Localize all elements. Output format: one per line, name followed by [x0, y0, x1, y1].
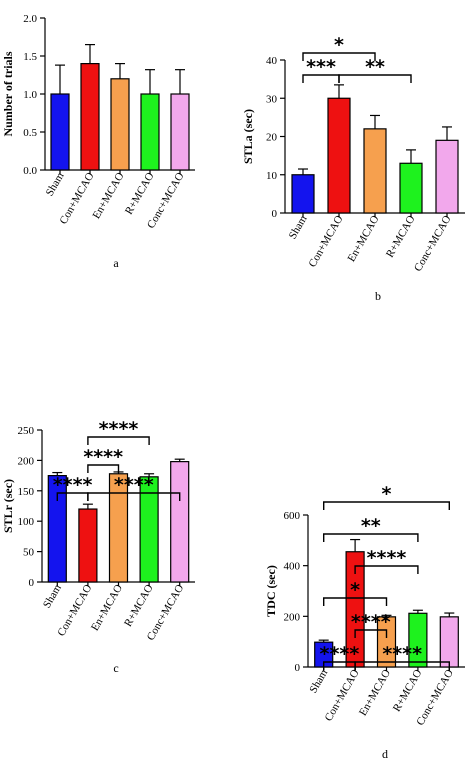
bar	[78, 508, 98, 583]
y-axis-title: Number of trials	[1, 51, 15, 136]
y-tick-label: 150	[18, 486, 35, 498]
bar	[291, 174, 315, 214]
category-label: En+MCAO	[345, 213, 381, 264]
category-label: R+MCAO	[391, 667, 425, 713]
bar	[327, 97, 351, 214]
y-axis-title: TDC (sec)	[264, 565, 278, 617]
significance-bracket	[338, 74, 412, 83]
panel-letter: c	[113, 661, 118, 675]
category-label: R+MCAO	[384, 213, 418, 259]
bar	[363, 128, 387, 214]
bar	[110, 78, 130, 171]
category-label: En+MCAO	[357, 667, 393, 718]
y-tick-label: 20	[266, 132, 278, 144]
y-tick-label: 100	[18, 516, 35, 528]
category-label: Sham	[287, 213, 310, 241]
significance-label: ****	[382, 643, 422, 665]
significance-bracket	[87, 492, 181, 501]
significance-label: ****	[99, 418, 139, 440]
y-tick-label: 1.0	[23, 89, 37, 101]
bar	[399, 162, 423, 214]
bar	[170, 93, 190, 171]
significance-bracket	[323, 597, 388, 606]
y-tick-label: 600	[284, 510, 301, 522]
bar	[170, 461, 190, 583]
y-tick-label: 200	[18, 455, 35, 467]
y-tick-label: 0.5	[23, 127, 37, 139]
panel-letter: d	[382, 747, 388, 761]
y-tick-label: 40	[266, 55, 278, 67]
significance-label: ****	[114, 474, 154, 496]
category-label: R+MCAO	[122, 582, 156, 628]
y-tick-label: 50	[23, 547, 35, 559]
category-label: Sham	[44, 170, 67, 198]
significance-label: ***	[306, 56, 336, 78]
bar	[80, 62, 100, 171]
y-tick-label: 10	[266, 170, 278, 182]
significance-label: **	[365, 56, 385, 78]
category-label: Sham	[41, 582, 64, 610]
significance-bracket	[302, 52, 376, 61]
significance-label: *	[350, 579, 360, 601]
significance-label: ****	[53, 474, 93, 496]
significance-bracket	[87, 464, 120, 473]
y-tick-label: 0	[29, 577, 35, 589]
significance-bracket	[323, 533, 419, 542]
y-tick-label: 2.0	[23, 13, 37, 25]
significance-label: *	[382, 483, 392, 505]
bar	[439, 616, 459, 668]
panel-letter: b	[375, 289, 381, 303]
significance-label: ****	[351, 611, 391, 633]
significance-bracket	[354, 661, 450, 670]
bar	[140, 93, 160, 171]
panel-letter: a	[113, 256, 119, 270]
significance-label: **	[361, 515, 381, 537]
y-tick-label: 0	[272, 208, 278, 220]
significance-bracket	[87, 436, 150, 445]
y-tick-label: 30	[266, 93, 278, 105]
category-label: En+MCAO	[90, 170, 126, 221]
category-label: R+MCAO	[123, 170, 157, 216]
y-axis-title: STLa (sec)	[241, 109, 255, 164]
significance-bracket	[323, 501, 450, 510]
y-tick-label: 250	[18, 425, 35, 437]
category-label: Conc+MCAO	[412, 213, 454, 273]
category-label: En+MCAO	[89, 582, 125, 633]
y-tick-label: 200	[284, 611, 301, 623]
significance-label: ****	[320, 643, 360, 665]
category-label: Con+MCAO	[306, 213, 345, 269]
significance-bracket	[354, 629, 388, 638]
bar	[435, 139, 459, 214]
significance-label: ****	[367, 547, 407, 569]
y-tick-label: 400	[284, 561, 301, 573]
significance-bracket	[354, 565, 419, 574]
category-label: Sham	[307, 667, 330, 695]
y-tick-label: 1.5	[23, 51, 37, 63]
y-tick-label: 0.0	[23, 165, 37, 177]
significance-label: ****	[83, 446, 123, 468]
y-axis-title: STLr (sec)	[1, 479, 15, 533]
significance-label: *	[334, 34, 344, 56]
y-tick-label: 0	[295, 662, 301, 674]
bar	[50, 93, 70, 171]
